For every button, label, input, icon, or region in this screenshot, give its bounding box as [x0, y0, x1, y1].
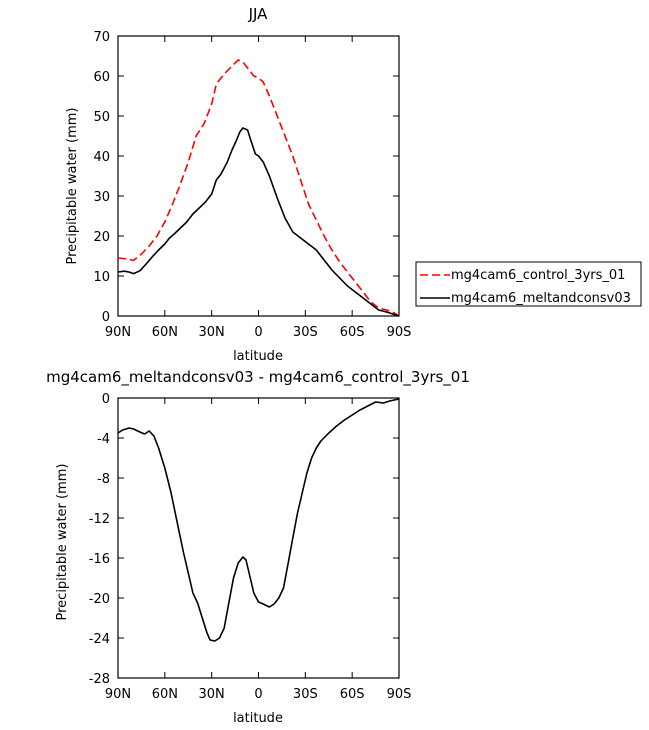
x-tick-label: 0	[254, 687, 262, 702]
x-tick-label: 60S	[340, 687, 365, 702]
y-tick-label: 30	[93, 190, 110, 205]
x-tick-label: 30N	[199, 687, 225, 702]
y-tick-label: 0	[102, 392, 110, 407]
chart-bottom-title: mg4cam6_meltandconsv03 - mg4cam6_control…	[46, 368, 470, 387]
y-tick-label: 20	[93, 230, 110, 245]
y-tick-label: -28	[89, 672, 110, 687]
y-tick-label: 40	[93, 150, 110, 165]
y-tick-label: -12	[89, 512, 110, 527]
x-tick-label: 90N	[105, 687, 131, 702]
x-tick-label: 30N	[199, 325, 225, 340]
x-tick-label: 60N	[152, 325, 178, 340]
x-tick-label: 0	[254, 325, 262, 340]
series-line-0	[117, 398, 400, 642]
y-tick-label: -8	[97, 472, 110, 487]
y-tick-label: 70	[93, 30, 110, 45]
legend-label-meltandconsv: mg4cam6_meltandconsv03	[451, 291, 631, 306]
chart-top-x-axis: 90N 60N 30N 0 30S 60S 90S	[105, 36, 412, 340]
y-tick-label: -20	[89, 592, 110, 607]
chart-top-title: JJA	[248, 5, 269, 23]
y-tick-label: 60	[93, 70, 110, 85]
chart-top-series	[117, 59, 400, 317]
chart-top-legend: mg4cam6_control_3yrs_01 mg4cam6_meltandc…	[415, 261, 642, 307]
series-line-0	[117, 59, 400, 317]
chart-bottom-y-axis: 0 -4 -8 -12 -16 -20 -24 -28	[89, 392, 399, 687]
y-tick-label: -16	[89, 552, 110, 567]
x-tick-label: 30S	[293, 687, 318, 702]
chart-top-y-axis: 0 10 20 30 40 50 60 70	[93, 30, 399, 325]
chart-bottom-xlabel: latitude	[233, 711, 283, 726]
x-tick-label: 60S	[340, 325, 365, 340]
chart-bottom-ylabel: Precipitable water (mm)	[55, 464, 70, 621]
y-tick-label: -4	[97, 432, 110, 447]
chart-bottom-panel: mg4cam6_meltandconsv03 - mg4cam6_control…	[46, 368, 470, 726]
x-tick-label: 30S	[293, 325, 318, 340]
chart-bottom-frame	[117, 397, 400, 679]
chart-bottom-series	[117, 398, 400, 642]
chart-bottom-x-axis: 90N 60N 30N 0 30S 60S 90S	[105, 398, 412, 702]
x-tick-label: 90S	[387, 687, 412, 702]
y-tick-label: 10	[93, 270, 110, 285]
legend-label-control: mg4cam6_control_3yrs_01	[451, 268, 625, 283]
y-tick-label: 50	[93, 110, 110, 125]
legend-frame	[415, 261, 642, 307]
series-line-1	[117, 127, 400, 317]
chart-top-frame	[117, 35, 400, 317]
chart-top-xlabel: latitude	[233, 349, 283, 364]
y-tick-label: -24	[89, 632, 110, 647]
x-tick-label: 90S	[387, 325, 412, 340]
y-tick-label: 0	[102, 310, 110, 325]
x-tick-label: 60N	[152, 687, 178, 702]
chart-top-ylabel: Precipitable water (mm)	[65, 108, 80, 265]
x-tick-label: 90N	[105, 325, 131, 340]
